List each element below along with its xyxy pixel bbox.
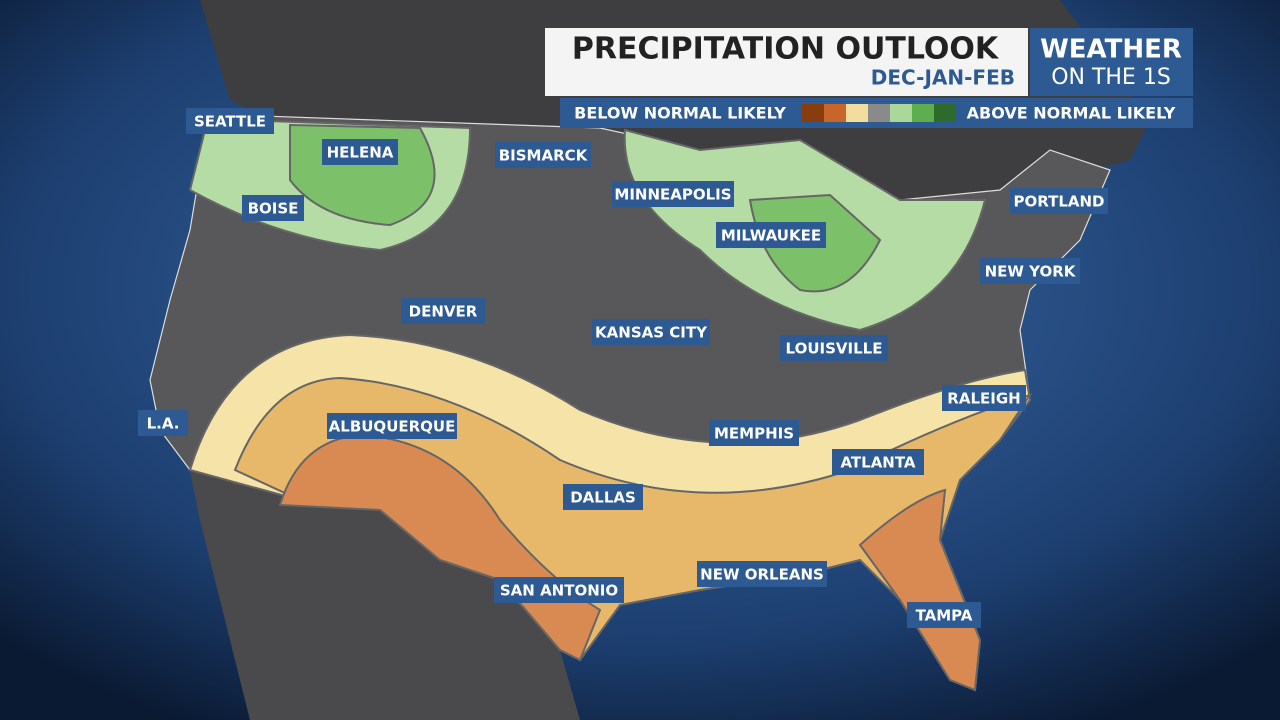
city-box xyxy=(242,195,304,221)
city-label: KANSAS CITY xyxy=(595,324,708,342)
city-label: MINNEAPOLIS xyxy=(614,186,731,204)
city-label: RALEIGH xyxy=(947,390,1020,408)
legend-swatches xyxy=(802,104,956,122)
city-label: SEATTLE xyxy=(194,113,266,131)
city-label: NEW ORLEANS xyxy=(700,566,824,584)
city-box xyxy=(401,298,485,324)
city-label: PORTLAND xyxy=(1013,193,1104,211)
legend-swatch xyxy=(846,104,868,122)
legend-swatch xyxy=(824,104,846,122)
city-label: MEMPHIS xyxy=(714,425,794,443)
city-box xyxy=(592,319,710,345)
city-label: ATLANTA xyxy=(840,454,915,472)
city-box xyxy=(327,413,457,439)
city-labels: SEATTLE HELENA BISMARCK BOISE MINNEAPOLIS MIL… xyxy=(138,108,1108,628)
city-box xyxy=(612,181,734,207)
legend-swatch xyxy=(912,104,934,122)
city-label: TAMPA xyxy=(916,607,973,625)
city-box xyxy=(697,561,827,587)
legend-swatch xyxy=(890,104,912,122)
city-box xyxy=(980,258,1080,284)
subtitle: DEC-JAN-FEB xyxy=(871,66,1015,90)
city-box xyxy=(907,602,981,628)
city-box xyxy=(186,108,274,134)
city-label: BISMARCK xyxy=(499,147,589,165)
city-label: L.A. xyxy=(147,415,180,433)
city-label: BOISE xyxy=(248,200,299,218)
city-label: SAN ANTONIO xyxy=(500,582,618,600)
legend-swatch xyxy=(934,104,956,122)
legend-swatch xyxy=(802,104,824,122)
city-box xyxy=(832,449,924,475)
city-box xyxy=(1010,188,1108,214)
title-box xyxy=(545,28,1028,96)
city-box xyxy=(709,420,799,446)
legend-low: BELOW NORMAL LIKELY xyxy=(574,104,786,123)
legend-swatch xyxy=(868,104,890,122)
city-label: DENVER xyxy=(409,303,478,321)
city-box xyxy=(780,335,888,361)
city-box xyxy=(495,142,591,168)
city-box xyxy=(563,484,643,510)
mexico xyxy=(190,470,580,720)
legend-high: ABOVE NORMAL LIKELY xyxy=(967,104,1176,123)
city-box xyxy=(322,139,398,165)
brand: ON THE 1S xyxy=(1051,65,1171,90)
city-box xyxy=(138,410,188,436)
city-label: LOUISVILLE xyxy=(786,340,883,358)
city-box xyxy=(716,222,826,248)
city-label: ALBUQUERQUE xyxy=(329,418,456,436)
city-label: DALLAS xyxy=(570,489,636,507)
city-box xyxy=(494,577,624,603)
city-box xyxy=(942,385,1026,411)
brand: WEATHER xyxy=(1040,35,1182,65)
city-label: MILWAUKEE xyxy=(721,227,821,245)
city-label: NEW YORK xyxy=(985,263,1077,281)
city-label: HELENA xyxy=(327,144,394,162)
title: PRECIPITATION OUTLOOK xyxy=(572,32,1000,67)
brand-box xyxy=(1030,28,1193,96)
